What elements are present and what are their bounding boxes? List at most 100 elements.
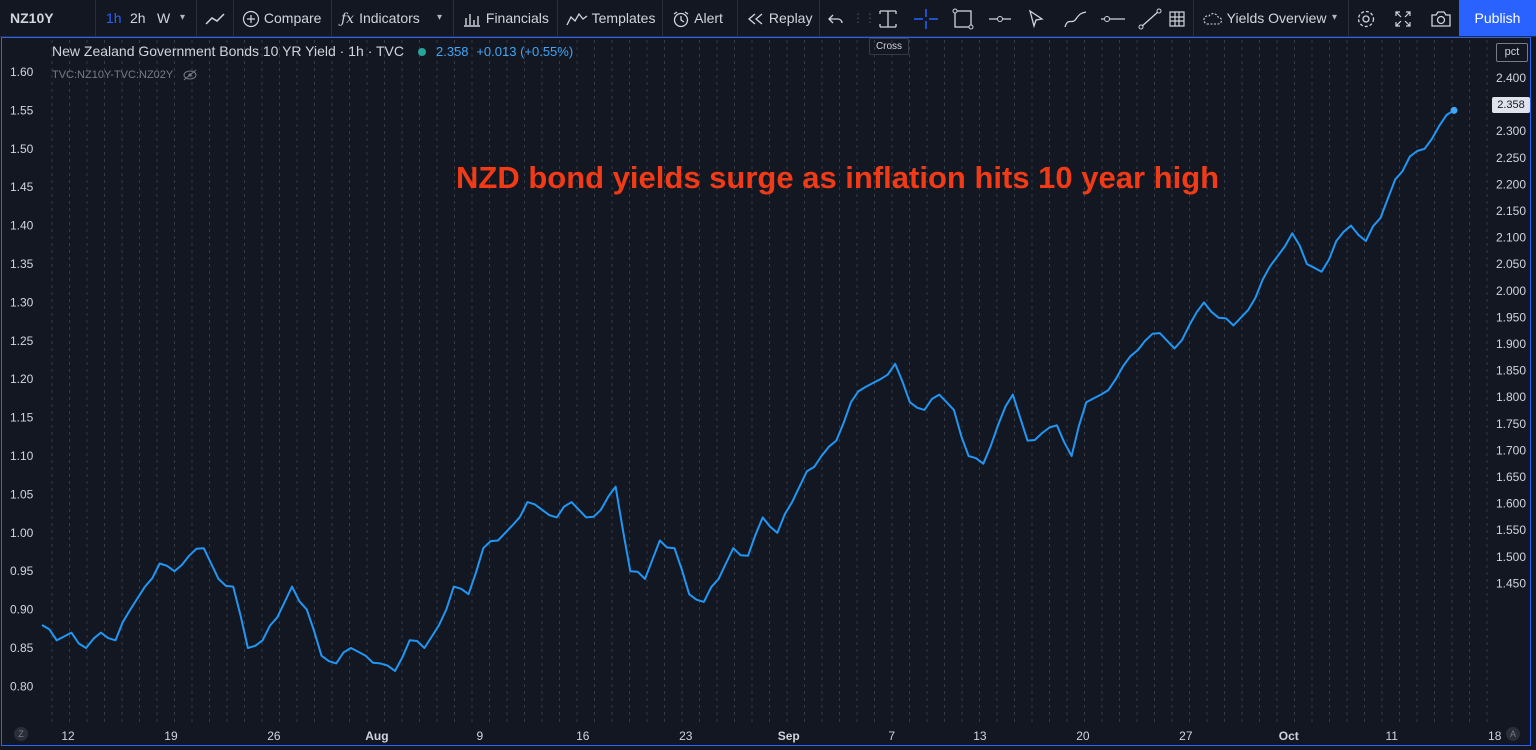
time-axis-tick: 9 <box>476 729 483 743</box>
right-axis-tick: 2.150 <box>1496 204 1526 218</box>
financials-button[interactable]: Financials <box>462 0 549 36</box>
interval-2h[interactable]: 2h <box>130 10 146 26</box>
undo-icon[interactable] <box>828 0 844 36</box>
left-axis-tick: 1.35 <box>10 257 34 271</box>
fx-icon: ƒx <box>341 11 355 27</box>
price-change: +0.013 (+0.55%) <box>476 44 574 59</box>
timezone-button[interactable]: Z <box>14 727 28 741</box>
chevron-down-icon[interactable]: ▾ <box>437 12 443 23</box>
alert-label: Alert <box>694 10 723 26</box>
left-axis-tick: 1.45 <box>10 180 34 194</box>
rectangle-icon[interactable] <box>952 0 974 36</box>
horizontal-line-icon[interactable] <box>988 0 1012 36</box>
top-toolbar: NZ10Y 1h 2h W ▾ Compare ƒx Indicators ▾ F… <box>0 0 1536 37</box>
left-axis-tick: 1.30 <box>10 295 34 309</box>
left-axis-tick: 1.20 <box>10 372 34 386</box>
left-axis-tick: 1.15 <box>10 411 34 425</box>
right-axis-tick: 1.850 <box>1496 364 1526 378</box>
right-axis-tick: 2.050 <box>1496 257 1526 271</box>
indicators-button[interactable]: ƒx Indicators <box>341 0 420 36</box>
left-axis-tick: 1.25 <box>10 334 34 348</box>
text-cursor-icon[interactable] <box>876 0 900 36</box>
left-axis-tick: 1.00 <box>10 526 34 540</box>
interval-w[interactable]: W <box>157 10 171 26</box>
right-axis-tick: 2.300 <box>1496 124 1526 138</box>
arrow-cursor-icon[interactable] <box>1027 0 1045 36</box>
line-chart-icon[interactable] <box>204 0 226 36</box>
auto-scale-button[interactable]: A <box>1506 727 1520 741</box>
compare-symbols: TVC:NZ10Y-TVC:NZ02Y <box>52 69 174 81</box>
fullscreen-icon[interactable] <box>1394 0 1412 36</box>
bar-chart-icon <box>464 14 480 27</box>
right-axis-tick: 2.200 <box>1496 177 1526 191</box>
scale-mode-badge[interactable]: pct <box>1496 43 1528 62</box>
chevron-down-icon[interactable]: ▾ <box>180 12 186 23</box>
toolbar-divider <box>331 0 332 36</box>
right-axis-tick: 1.950 <box>1496 310 1526 324</box>
yield-line <box>41 109 1455 672</box>
alert-button[interactable]: Alert <box>671 0 723 36</box>
right-axis-tick: 2.400 <box>1496 71 1526 85</box>
left-axis-tick: 1.50 <box>10 142 34 156</box>
right-axis-tick: 1.600 <box>1496 497 1526 511</box>
right-axis-tick: 1.450 <box>1496 576 1526 590</box>
left-axis-tick: 1.40 <box>10 219 34 233</box>
brush-icon[interactable] <box>1063 0 1089 36</box>
series-legend[interactable]: New Zealand Government Bonds 10 YR Yield… <box>52 43 573 59</box>
time-axis-tick: 19 <box>164 729 178 743</box>
time-axis-tick: 26 <box>267 729 281 743</box>
alarm-clock-icon <box>673 11 689 28</box>
plus-circle-icon <box>242 11 260 28</box>
publish-button[interactable]: Publish <box>1459 0 1536 36</box>
symbol-search[interactable]: NZ10Y <box>10 10 54 26</box>
chevron-down-icon[interactable]: ▾ <box>1332 12 1338 23</box>
right-axis-tick: 1.700 <box>1496 443 1526 457</box>
toolbar-divider <box>233 0 234 36</box>
right-axis-tick: 1.750 <box>1496 417 1526 431</box>
compare-label: Compare <box>263 10 322 26</box>
right-axis-tick: 1.550 <box>1496 523 1526 537</box>
layout-name-button[interactable]: Yields Overview <box>1201 0 1327 36</box>
toolbar-divider <box>95 0 96 36</box>
time-axis-tick: 23 <box>679 729 693 743</box>
right-axis-tick: 1.500 <box>1496 550 1526 564</box>
time-axis-tick: 18 <box>1488 729 1502 743</box>
right-axis-tick: 2.250 <box>1496 151 1526 165</box>
interval-1h[interactable]: 1h <box>106 10 122 26</box>
market-status-icon <box>418 48 426 57</box>
compare-legend[interactable]: TVC:NZ10Y-TVC:NZ02Y <box>52 69 198 81</box>
replay-label: Replay <box>768 10 813 26</box>
crosshair-icon[interactable] <box>913 0 939 36</box>
last-price-label: 2.358 <box>1492 97 1530 113</box>
time-axis-tick: 13 <box>973 729 987 743</box>
time-axis-tick: 16 <box>576 729 590 743</box>
annotation-text[interactable]: NZD bond yields surge as inflation hits … <box>456 160 1220 195</box>
templates-button[interactable]: Templates <box>566 0 655 36</box>
templates-icon <box>566 13 588 26</box>
toolbar-divider <box>196 0 197 36</box>
chart-frame <box>1 37 1531 746</box>
gear-icon[interactable] <box>1356 0 1376 36</box>
time-axis-tick: 12 <box>61 729 75 743</box>
right-axis-tick: 2.100 <box>1496 231 1526 245</box>
left-axis-tick: 1.10 <box>10 449 34 463</box>
ray-icon[interactable] <box>1100 0 1126 36</box>
indicators-label: Indicators <box>359 10 420 26</box>
toolbar-divider <box>1193 0 1194 36</box>
trend-line-icon[interactable] <box>1138 0 1162 36</box>
toolbar-divider <box>819 0 820 36</box>
replay-button[interactable]: Replay <box>747 0 812 36</box>
time-axis-tick: Oct <box>1279 729 1299 743</box>
drag-handle-icon[interactable]: ⋮⋮ <box>852 11 876 25</box>
right-axis-tick: 1.900 <box>1496 337 1526 351</box>
eye-hidden-icon[interactable] <box>182 69 198 81</box>
time-axis-tick: 11 <box>1386 729 1399 743</box>
toolbar-divider <box>453 0 454 36</box>
grid-icon[interactable] <box>1168 0 1186 36</box>
layout-name-label: Yields Overview <box>1226 10 1327 26</box>
cross-tooltip: Cross <box>869 38 909 55</box>
toolbar-divider <box>1348 0 1349 36</box>
camera-icon[interactable] <box>1430 0 1452 36</box>
compare-button[interactable]: Compare <box>242 0 321 36</box>
left-axis-tick: 0.85 <box>10 641 34 655</box>
